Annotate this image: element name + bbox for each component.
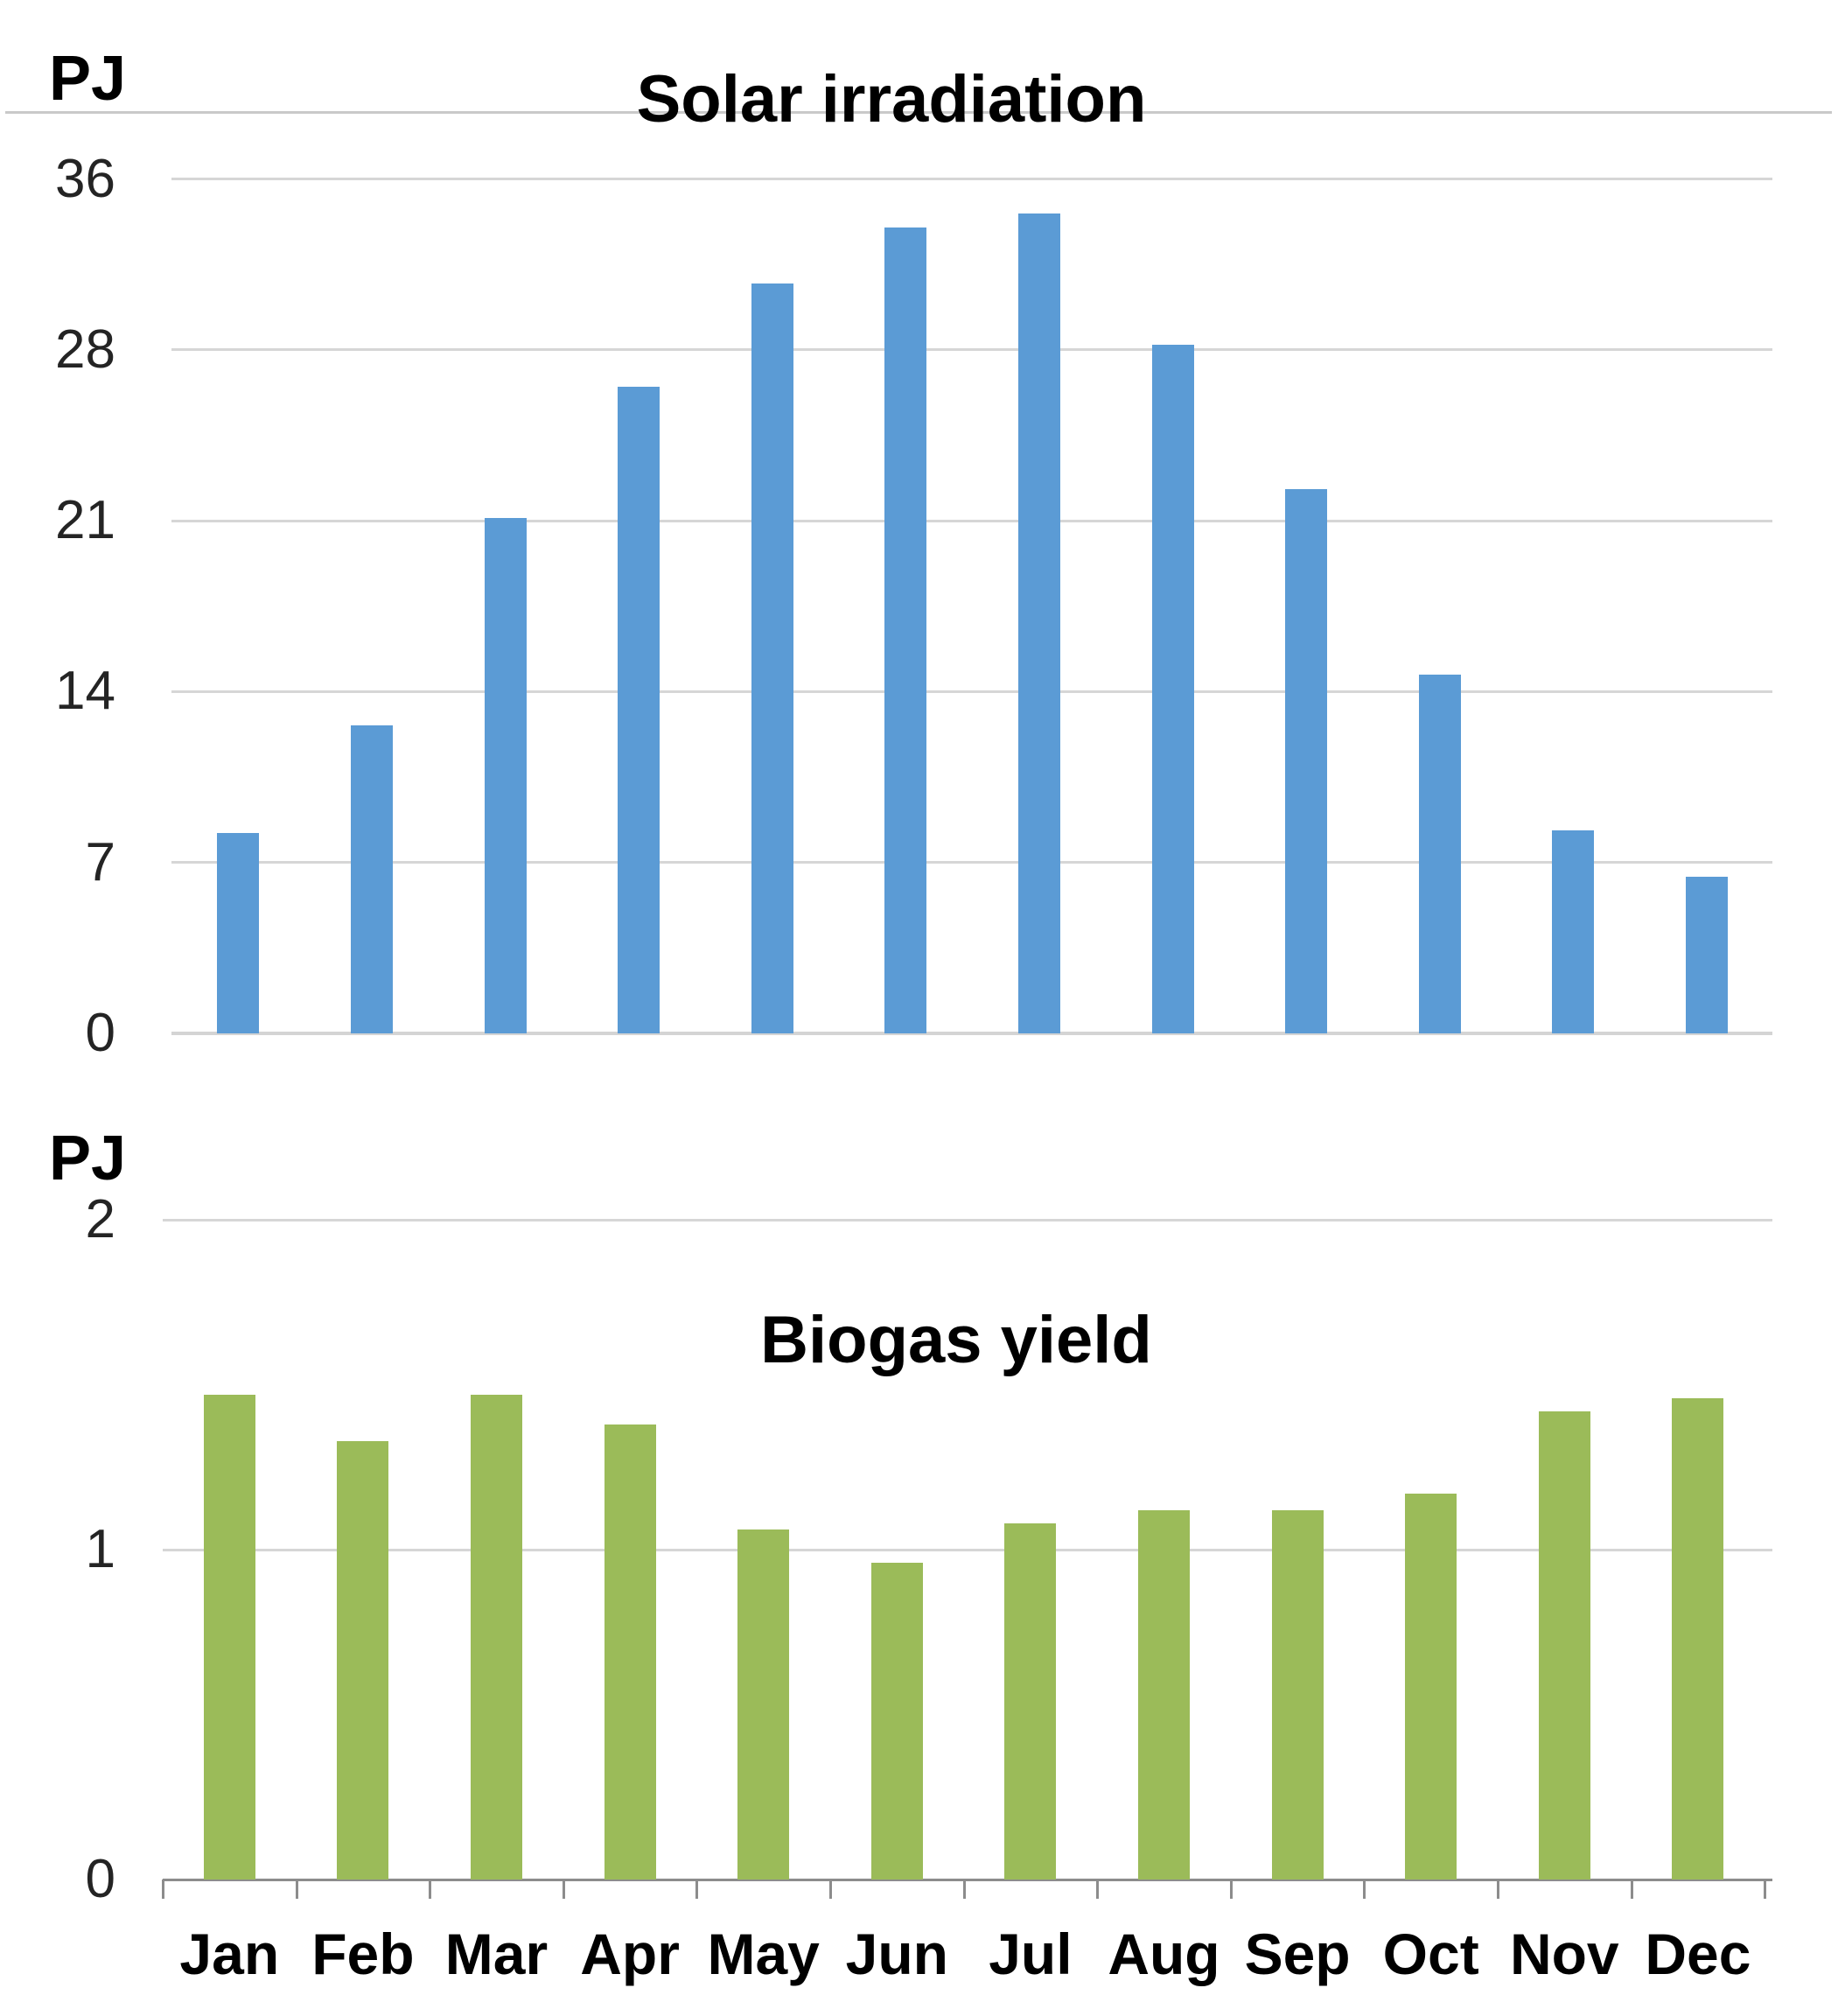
- solar-gridline-7: [171, 861, 1772, 864]
- biogas-x-axis-tick: [1630, 1880, 1633, 1899]
- x-axis-label-oct: Oct: [1382, 1922, 1479, 1986]
- biogas-bar-aug: [1138, 1509, 1190, 1880]
- biogas-x-axis-tick: [962, 1880, 966, 1899]
- biogas-bar-jun: [870, 1563, 923, 1880]
- biogas-chart-title: Biogas yield: [760, 1303, 1152, 1377]
- biogas-bar-nov: [1538, 1410, 1590, 1880]
- solar-y-tick-label-28: 28: [55, 318, 115, 380]
- solar-bar-apr: [618, 386, 660, 1033]
- x-axis-label-feb: Feb: [311, 1922, 415, 1986]
- solar-bar-mar: [484, 518, 527, 1033]
- solar-bar-sep: [1285, 488, 1328, 1033]
- solar-bar-dec: [1685, 877, 1728, 1033]
- solar-gridline-28: [171, 348, 1772, 352]
- solar-bar-feb: [350, 725, 393, 1033]
- solar-y-tick-label-21: 21: [55, 490, 115, 551]
- solar-gridline-21: [171, 519, 1772, 522]
- biogas-bar-jan: [203, 1394, 255, 1880]
- biogas-bar-may: [737, 1530, 790, 1880]
- solar-bar-jan: [217, 833, 260, 1033]
- biogas-bar-apr: [604, 1424, 656, 1880]
- solar-bar-jul: [1017, 213, 1060, 1033]
- solar-bar-may: [751, 284, 793, 1033]
- solar-gridline-36: [171, 178, 1772, 180]
- biogas-x-axis-tick: [1229, 1880, 1233, 1899]
- biogas-bar-dec: [1672, 1397, 1724, 1880]
- x-axis-label-apr: Apr: [580, 1922, 680, 1986]
- biogas-x-axis-line: [163, 1879, 1772, 1881]
- biogas-y-tick-label-1: 1: [85, 1519, 115, 1579]
- biogas-y-tick-label-0: 0: [85, 1849, 115, 1909]
- biogas-x-axis-tick: [562, 1880, 565, 1899]
- biogas-bar-jul: [1004, 1522, 1057, 1880]
- biogas-x-axis-tick: [1363, 1880, 1366, 1899]
- solar-y-tick-label-0: 0: [85, 1003, 115, 1063]
- solar-chart-title: Solar irradiation: [636, 62, 1147, 136]
- solar-bar-jun: [884, 228, 927, 1033]
- solar-bar-aug: [1151, 345, 1194, 1033]
- biogas-x-axis-tick: [295, 1880, 298, 1899]
- biogas-gridline-1: [163, 1548, 1772, 1551]
- biogas-x-axis-tick: [695, 1880, 699, 1899]
- x-axis-label-may: May: [707, 1922, 820, 1986]
- biogas-gridline-2: [163, 1218, 1772, 1222]
- x-axis-label-aug: Aug: [1108, 1922, 1220, 1986]
- biogas-x-axis-tick: [1096, 1880, 1100, 1899]
- solar-bar-oct: [1418, 674, 1461, 1033]
- biogas-x-axis-tick: [829, 1880, 832, 1899]
- x-axis-label-jan: Jan: [179, 1922, 280, 1986]
- x-axis-label-nov: Nov: [1509, 1922, 1619, 1986]
- solar-x-axis-line: [171, 1032, 1772, 1035]
- solar-y-axis-unit-label: PJ: [49, 44, 127, 114]
- solar-bar-nov: [1552, 830, 1595, 1033]
- biogas-bar-mar: [471, 1394, 522, 1880]
- solar-gridline-14: [171, 690, 1772, 693]
- x-axis-label-jul: Jul: [989, 1922, 1073, 1986]
- x-axis-label-sep: Sep: [1244, 1922, 1351, 1986]
- solar-y-tick-label-7: 7: [85, 831, 115, 892]
- solar-y-tick-label-36: 36: [55, 148, 115, 209]
- biogas-y-axis-unit-label: PJ: [49, 1124, 127, 1194]
- biogas-bar-oct: [1405, 1493, 1457, 1880]
- biogas-x-axis-tick: [1764, 1880, 1767, 1899]
- x-axis-label-mar: Mar: [444, 1922, 549, 1986]
- solar-y-tick-label-14: 14: [55, 661, 115, 722]
- biogas-x-axis-tick: [1497, 1880, 1499, 1899]
- biogas-bar-sep: [1271, 1509, 1324, 1880]
- x-axis-label-dec: Dec: [1645, 1922, 1751, 1986]
- biogas-bar-feb: [337, 1440, 389, 1880]
- biogas-x-axis-tick: [429, 1880, 432, 1899]
- top-rule: [5, 111, 1832, 114]
- x-axis-label-jun: Jun: [845, 1922, 948, 1986]
- biogas-x-axis-tick: [162, 1880, 164, 1899]
- biogas-y-tick-label-2: 2: [85, 1189, 115, 1250]
